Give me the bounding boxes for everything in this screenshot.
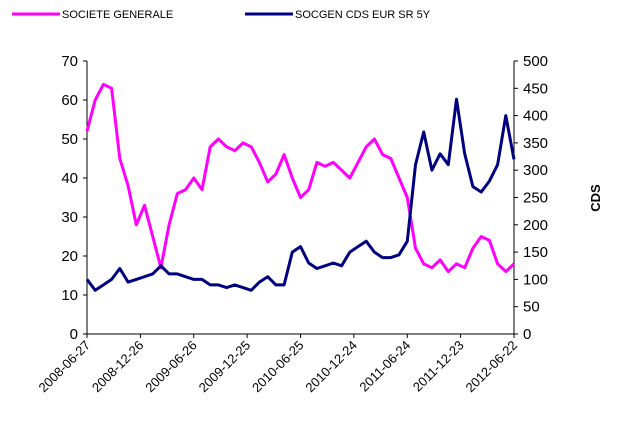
x-tick-label: 2011-06-24 bbox=[356, 338, 413, 395]
series-line bbox=[85, 97, 516, 292]
y-tick-label: 30 bbox=[61, 209, 78, 226]
legend-label: SOCGEN CDS EUR SR 5Y bbox=[295, 9, 431, 21]
legend-label: SOCIETE GENERALE bbox=[62, 9, 173, 21]
y2-tick-label: 500 bbox=[523, 53, 548, 70]
y-tick-label: 50 bbox=[61, 131, 78, 148]
y2-tick-label: 50 bbox=[523, 299, 540, 316]
x-tick-label: 2008-12-26 bbox=[89, 338, 147, 396]
x-tick-label: 2008-06-27 bbox=[35, 338, 93, 396]
y-tick-label: 40 bbox=[61, 170, 78, 187]
x-tick-label: 2009-06-26 bbox=[142, 338, 200, 396]
y-tick-label: 70 bbox=[61, 53, 78, 70]
y2-tick-label: 100 bbox=[523, 271, 548, 288]
y2-tick-label: 250 bbox=[523, 190, 548, 207]
y2-axis-label: CDS bbox=[588, 184, 603, 212]
y2-tick-label: 400 bbox=[523, 108, 548, 125]
y2-tick-label: 150 bbox=[523, 244, 548, 261]
y-tick-label: 10 bbox=[61, 287, 78, 304]
y2-tick-label: 350 bbox=[523, 135, 548, 152]
y2-tick-label: 300 bbox=[523, 162, 548, 179]
x-tick-label: 2011-12-23 bbox=[410, 338, 467, 395]
y-tick-label: 0 bbox=[70, 326, 78, 343]
x-tick-label: 2010-06-25 bbox=[249, 338, 307, 396]
series-line bbox=[85, 82, 516, 274]
y2-tick-label: 0 bbox=[523, 326, 531, 343]
x-tick-label: 2010-12-24 bbox=[302, 338, 360, 396]
y-tick-label: 60 bbox=[61, 92, 78, 109]
y2-tick-label: 200 bbox=[523, 217, 548, 234]
x-tick-label: 2009-12-25 bbox=[196, 338, 254, 396]
x-tick-label: 2012-06-22 bbox=[462, 338, 520, 396]
y2-tick-label: 450 bbox=[523, 80, 548, 97]
y-tick-label: 20 bbox=[61, 248, 78, 265]
